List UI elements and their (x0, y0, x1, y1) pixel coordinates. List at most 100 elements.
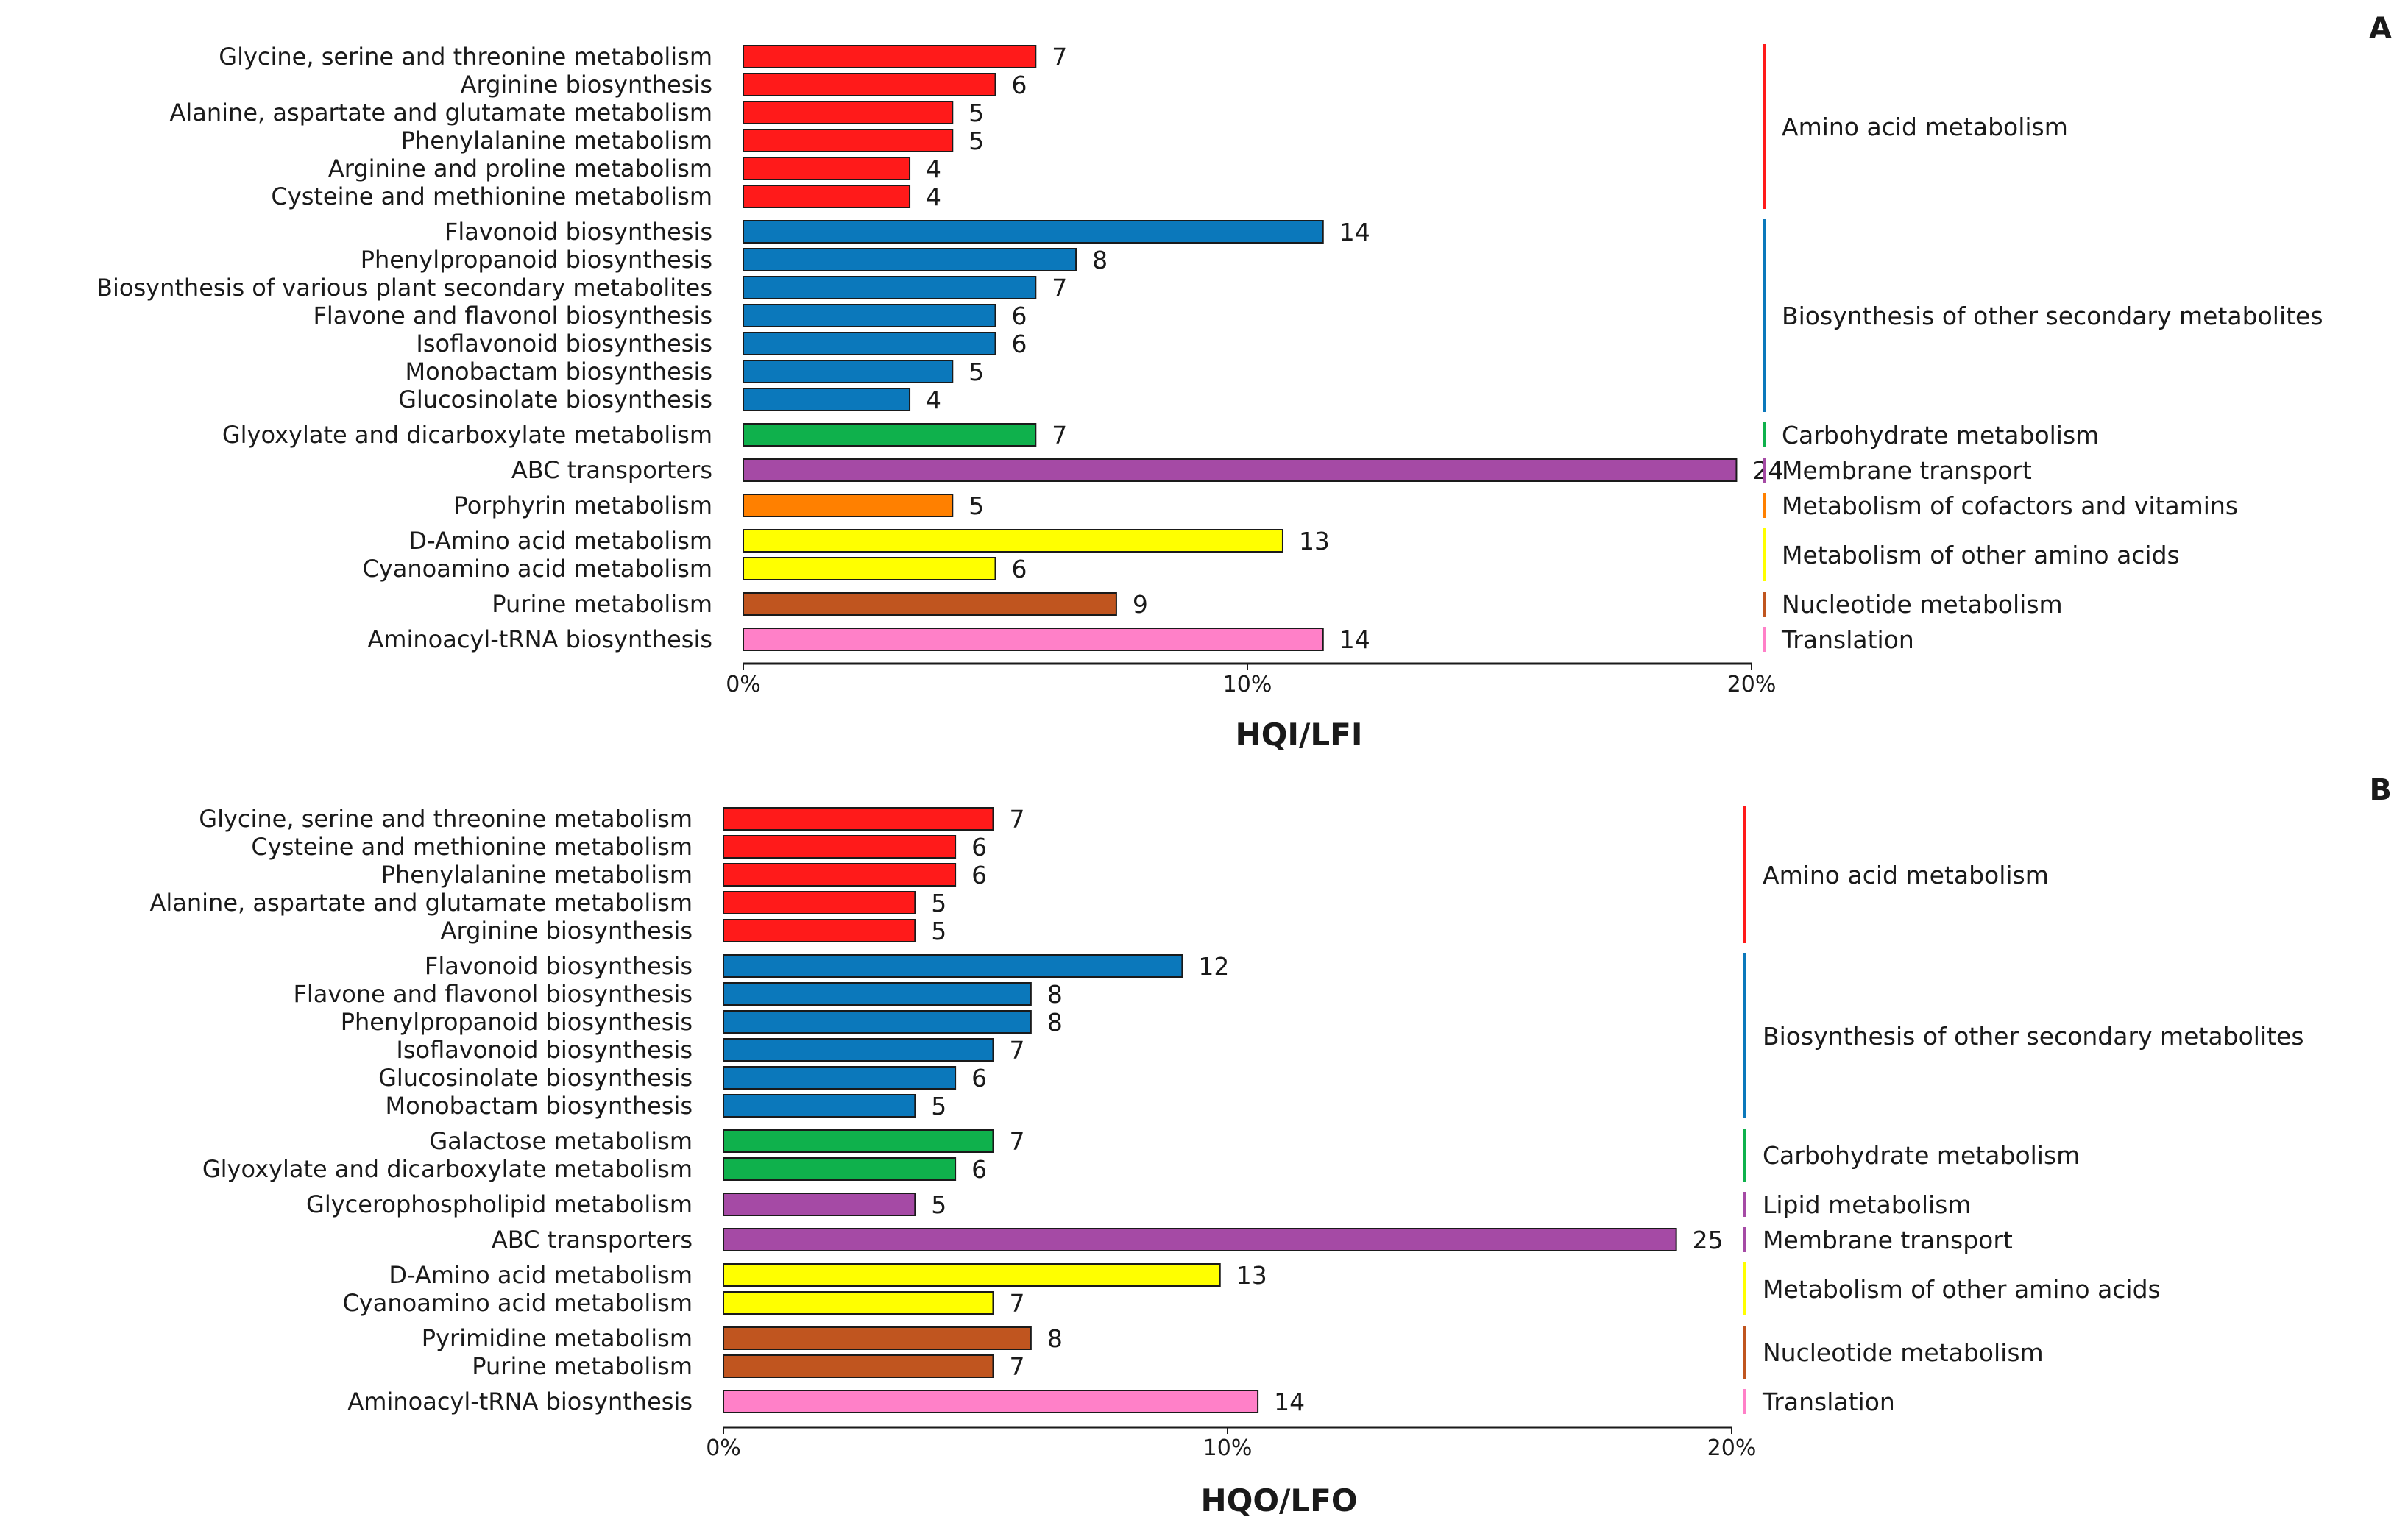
chart1.category-label-carbohydrate-metabolism: Carbohydrate metabolism (1763, 1141, 2080, 1170)
chart1.value-label-monobactam-biosynthesis: 5 (931, 1092, 946, 1120)
chart0.bar-label-glyoxylate-and-dicarboxylate-metabolism: Glyoxylate and dicarboxylate metabolism (222, 421, 712, 449)
chart1.value-label-glycine-serine-and-threonine-metabolism: 7 (1009, 805, 1024, 834)
chart0.bar-d-amino-acid-metabolism (743, 529, 1283, 553)
chart0.bar-aminoacyl-trna-biosynthesis (743, 628, 1324, 651)
chart1.value-label-aminoacyl-trna-biosynthesis: 14 (1274, 1388, 1305, 1416)
chart1.bar-label-glucosinolate-biosynthesis: Glucosinolate biosynthesis (378, 1064, 693, 1092)
chart0.bar-flavone-and-flavonol-biosynthesis (743, 304, 996, 327)
chart1.bar-label-cyanoamino-acid-metabolism: Cyanoamino acid metabolism (342, 1289, 693, 1317)
chart0.bar-label-isoflavonoid-biosynthesis: Isoflavonoid biosynthesis (416, 330, 712, 358)
chart1.bar-phenylpropanoid-biosynthesis (723, 1010, 1032, 1034)
chart0.value-label-abc-transporters: 24 (1752, 456, 1783, 485)
chart0.bar-label-flavonoid-biosynthesis: Flavonoid biosynthesis (445, 218, 712, 246)
chart1.value-label-abc-transporters: 25 (1693, 1226, 1724, 1254)
chart0.category-label-translation: Translation (1781, 625, 1914, 654)
chart0.bar-label-arginine-and-proline-metabolism: Arginine and proline metabolism (328, 154, 712, 182)
chart0.value-label-d-amino-acid-metabolism: 13 (1299, 527, 1330, 555)
chart1.bar-label-glycerophospholipid-metabolism: Glycerophospholipid metabolism (306, 1190, 693, 1218)
chart1.bar-pyrimidine-metabolism (723, 1326, 1032, 1350)
chart0.x-tick-label-0: 0% (726, 672, 761, 697)
chart1.x-tick-label-2: 20% (1707, 1435, 1757, 1461)
chart1.bar-monobactam-biosynthesis (723, 1094, 916, 1118)
chart1.category-label-membrane-transport: Membrane transport (1763, 1226, 2013, 1254)
chart0.bar-flavonoid-biosynthesis (743, 220, 1324, 244)
chart0.x-tick-label-2: 20% (1727, 672, 1777, 697)
chart0.bar-label-porphyrin-metabolism: Porphyrin metabolism (454, 491, 712, 519)
chart1.bar-galactose-metabolism (723, 1129, 994, 1153)
chart0.bar-phenylpropanoid-biosynthesis (743, 248, 1077, 271)
chart0.bar-label-glycine-serine-and-threonine-metabolism: Glycine, serine and threonine metabolism (219, 43, 712, 71)
chart0.bar-label-monobactam-biosynthesis: Monobactam biosynthesis (406, 358, 712, 386)
chart1.bar-label-phenylpropanoid-biosynthesis: Phenylpropanoid biosynthesis (341, 1008, 693, 1036)
chart1.x-tick-label-0: 0% (706, 1435, 741, 1461)
chart0.bar-label-cyanoamino-acid-metabolism: Cyanoamino acid metabolism (362, 555, 712, 583)
chart1.bar-glyoxylate-and-dicarboxylate-metabolism (723, 1157, 957, 1181)
chart0.bar-label-phenylpropanoid-biosynthesis: Phenylpropanoid biosynthesis (361, 246, 712, 274)
chart1.category-label-nucleotide-metabolism: Nucleotide metabolism (1763, 1338, 2044, 1367)
chart0.category-label-biosynthesis-of-other-secondary-metabolites: Biosynthesis of other secondary metaboli… (1782, 302, 2323, 330)
chart0.value-label-glucosinolate-biosynthesis: 4 (926, 386, 941, 414)
chart0.value-label-biosynthesis-of-various-plant-secondary-metabolites: 7 (1052, 274, 1067, 302)
chart0.value-label-isoflavonoid-biosynthesis: 6 (1012, 330, 1027, 358)
chart1.bar-phenylalanine-metabolism (723, 863, 957, 887)
chart0.bar-alanine-aspartate-and-glutamate-metabolism (743, 101, 954, 124)
chart0.value-label-porphyrin-metabolism: 5 (968, 491, 984, 520)
chart1.value-label-flavone-and-flavonol-biosynthesis: 8 (1047, 980, 1063, 1009)
chart1.bar-label-cysteine-and-methionine-metabolism: Cysteine and methionine metabolism (251, 833, 693, 861)
chart1.bar-label-monobactam-biosynthesis: Monobactam biosynthesis (386, 1092, 693, 1120)
chart1.value-label-phenylalanine-metabolism: 6 (971, 861, 987, 889)
chart1.bar-label-abc-transporters: ABC transporters (492, 1226, 693, 1254)
chart0.category-label-amino-acid-metabolism: Amino acid metabolism (1782, 113, 2068, 141)
chart1.category-label-metabolism-of-other-amino-acids: Metabolism of other amino acids (1763, 1275, 2161, 1304)
chart0.bar-porphyrin-metabolism (743, 494, 954, 517)
chart0.category-label-metabolism-of-other-amino-acids: Metabolism of other amino acids (1782, 541, 2180, 569)
chart1.value-label-glucosinolate-biosynthesis: 6 (971, 1064, 987, 1093)
chart1.bar-purine-metabolism (723, 1354, 994, 1378)
chart1.bar-cysteine-and-methionine-metabolism (723, 835, 957, 859)
chart0.value-label-flavone-and-flavonol-biosynthesis: 6 (1012, 302, 1027, 330)
chart1.bar-glucosinolate-biosynthesis (723, 1066, 957, 1090)
chart1.bar-alanine-aspartate-and-glutamate-metabolism (723, 891, 916, 914)
chart0.bar-glycine-serine-and-threonine-metabolism (743, 45, 1037, 68)
chart1.bar-label-glycine-serine-and-threonine-metabolism: Glycine, serine and threonine metabolism (199, 805, 693, 833)
chart1.bar-aminoacyl-trna-biosynthesis (723, 1390, 1259, 1413)
chart0.value-label-purine-metabolism: 9 (1133, 590, 1148, 619)
chart0.value-label-arginine-biosynthesis: 6 (1012, 71, 1027, 99)
chart0.bar-label-biosynthesis-of-various-plant-secondary-metabolites: Biosynthesis of various plant secondary … (96, 274, 712, 302)
chart1.bar-label-alanine-aspartate-and-glutamate-metabolism: Alanine, aspartate and glutamate metabol… (149, 889, 693, 917)
chart1.bar-label-d-amino-acid-metabolism: D-Amino acid metabolism (389, 1261, 693, 1289)
chart1.bar-flavonoid-biosynthesis (723, 954, 1183, 978)
chart0.bar-biosynthesis-of-various-plant-secondary-metabolites (743, 276, 1037, 299)
chart1.bar-cyanoamino-acid-metabolism (723, 1291, 994, 1315)
chart1.bar-label-arginine-biosynthesis: Arginine biosynthesis (441, 917, 693, 945)
chart0.bar-label-abc-transporters: ABC transporters (511, 456, 712, 484)
chart1.value-label-d-amino-acid-metabolism: 13 (1236, 1261, 1267, 1290)
chart1.value-label-arginine-biosynthesis: 5 (931, 917, 946, 945)
chart1.value-label-flavonoid-biosynthesis: 12 (1198, 952, 1229, 981)
chart0.x-tick-label-1: 10% (1223, 672, 1272, 697)
chart0.value-label-cyanoamino-acid-metabolism: 6 (1012, 555, 1027, 583)
chart0.value-label-phenylpropanoid-biosynthesis: 8 (1092, 246, 1108, 274)
chart0.bar-glucosinolate-biosynthesis (743, 388, 911, 411)
chart0.bar-label-purine-metabolism: Purine metabolism (492, 590, 712, 618)
chart1.category-label-lipid-metabolism: Lipid metabolism (1763, 1190, 1972, 1219)
chart1.value-label-glycerophospholipid-metabolism: 5 (931, 1190, 946, 1219)
chart0.bar-label-arginine-biosynthesis: Arginine biosynthesis (461, 71, 712, 99)
chart0.bar-label-cysteine-and-methionine-metabolism: Cysteine and methionine metabolism (271, 182, 712, 210)
chart0.bar-glyoxylate-and-dicarboxylate-metabolism (743, 423, 1037, 447)
chart1.category-label-amino-acid-metabolism: Amino acid metabolism (1763, 861, 2049, 889)
chart0.category-label-nucleotide-metabolism: Nucleotide metabolism (1782, 590, 2063, 619)
chart0.value-label-glyoxylate-and-dicarboxylate-metabolism: 7 (1052, 421, 1067, 450)
chart0.category-label-metabolism-of-cofactors-and-vitamins: Metabolism of cofactors and vitamins (1782, 491, 2238, 520)
chart0.panel-letter: A (2369, 12, 2392, 46)
chart0.bar-phenylalanine-metabolism (743, 129, 954, 152)
chart1.value-label-cysteine-and-methionine-metabolism: 6 (971, 833, 987, 862)
chart1.value-label-purine-metabolism: 7 (1009, 1352, 1024, 1381)
chart1.bar-isoflavonoid-biosynthesis (723, 1038, 994, 1062)
chart1.bar-label-phenylalanine-metabolism: Phenylalanine metabolism (381, 861, 693, 889)
chart1.value-label-cyanoamino-acid-metabolism: 7 (1009, 1289, 1024, 1318)
chart1.bar-flavone-and-flavonol-biosynthesis (723, 982, 1032, 1006)
chart0.value-label-flavonoid-biosynthesis: 14 (1339, 218, 1370, 246)
chart0.bar-arginine-biosynthesis (743, 73, 996, 96)
chart1.x-axis-title: HQO/LFO (1200, 1482, 1357, 1518)
